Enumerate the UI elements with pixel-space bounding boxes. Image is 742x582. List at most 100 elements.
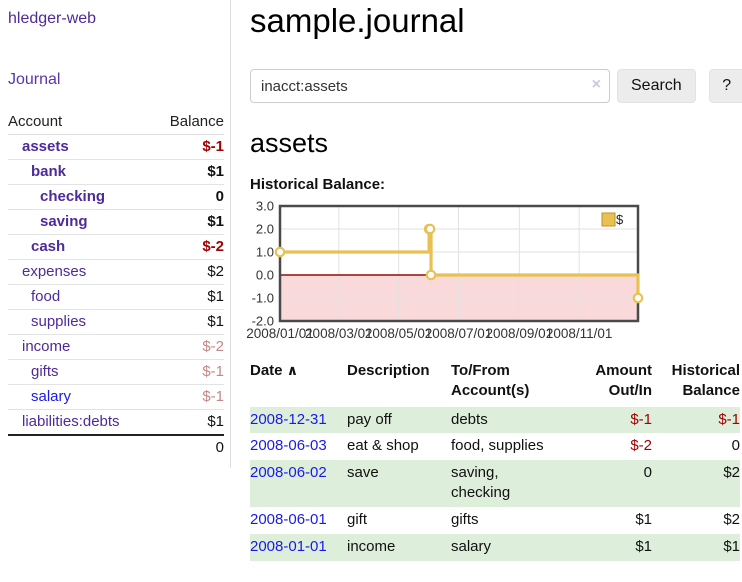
transaction-balance: 0 [731, 437, 740, 455]
transaction-balance: $2 [723, 464, 740, 482]
transaction-description: gift [347, 511, 368, 529]
transaction-amount: $1 [635, 538, 652, 556]
account-row: supplies $1 [8, 309, 224, 335]
register-col-date[interactable]: Date ∧ [250, 362, 299, 379]
account-balance: $-1 [153, 359, 224, 385]
transaction-amount: $1 [635, 511, 652, 529]
account-balance: $1 [153, 159, 224, 185]
transaction-description: income [347, 538, 396, 556]
app: hledger-web Journal Account Balance asse… [8, 0, 742, 562]
account-balance: $1 [153, 409, 224, 436]
search-box: × [250, 69, 610, 103]
accounts-total-value: 0 [153, 434, 224, 460]
account-balance: $2 [153, 259, 224, 285]
transaction-date-link[interactable]: 2008-06-02 [250, 464, 327, 482]
register-col-balance: Historical Balance [671, 362, 740, 400]
account-balance: 0 [153, 184, 224, 210]
account-link[interactable]: expenses [22, 263, 87, 280]
register-row[interactable]: 2008-01-01 income salary $1 $1 [250, 534, 740, 562]
transaction-balance: $2 [723, 511, 740, 529]
account-row: assets $-1 [8, 134, 224, 160]
search-help-button[interactable]: ? [708, 69, 742, 103]
svg-text:-2.0: -2.0 [252, 314, 274, 329]
account-row: gifts $-1 [8, 359, 224, 385]
search-form: × Search ? [250, 69, 742, 103]
transaction-description: eat & shop [347, 437, 419, 455]
account-row: liabilities:debts $1 [8, 409, 224, 436]
accounts-header-row: Account Balance [8, 111, 224, 135]
transaction-accounts: saving, checking [451, 464, 511, 502]
transaction-date-link[interactable]: 2008-12-31 [250, 410, 327, 428]
register-header-row: Date ∧ Description To/From Account(s) Am… [250, 361, 740, 407]
transaction-balance: $1 [723, 538, 740, 556]
svg-text:2008/11/01: 2008/11/01 [546, 326, 613, 341]
svg-text:1.0: 1.0 [256, 245, 274, 260]
transaction-description: pay off [347, 410, 392, 428]
svg-text:2008/03/01: 2008/03/01 [305, 326, 373, 341]
account-balance: $-1 [153, 384, 224, 410]
register-rows: 2008-12-31 pay off debts $-1 $-1 2008-06-03 ea… [250, 406, 740, 562]
accounts-table: Account Balance assets $-1 bank $1 checking 0… [8, 111, 224, 460]
account-balance: $-1 [153, 134, 224, 160]
register-row[interactable]: 2008-06-01 gift gifts $1 $2 [250, 507, 740, 534]
svg-text:2008/09/01: 2008/09/01 [486, 326, 554, 341]
transaction-accounts: debts [451, 410, 488, 428]
account-row: bank $1 [8, 159, 224, 185]
transaction-date-link[interactable]: 2008-06-01 [250, 511, 327, 529]
sort-ascending-icon: ∧ [286, 362, 299, 378]
account-row: saving $1 [8, 209, 224, 235]
account-balance: $1 [153, 209, 224, 235]
account-row: expenses $2 [8, 259, 224, 285]
account-link[interactable]: liabilities:debts [22, 413, 120, 430]
svg-text:3.0: 3.0 [256, 199, 274, 214]
svg-text:2008/01/01: 2008/01/01 [246, 326, 314, 341]
clear-search-icon[interactable]: × [591, 76, 601, 93]
accounts-rows: assets $-1 bank $1 checking 0 saving $1 cash $-2 e… [8, 134, 224, 436]
account-link[interactable]: saving [40, 213, 88, 230]
transaction-accounts: salary [451, 538, 492, 556]
account-link[interactable]: food [31, 288, 61, 305]
page-title: sample.journal [250, 2, 465, 39]
account-link[interactable]: supplies [31, 313, 87, 330]
transaction-amount: $-2 [630, 437, 652, 455]
transaction-amount: 0 [643, 464, 652, 482]
accounts-col-account: Account [8, 111, 154, 135]
account-row: salary $-1 [8, 384, 224, 410]
accounts-col-balance: Balance [153, 111, 224, 135]
transaction-accounts: food, supplies [451, 437, 544, 455]
svg-text:$: $ [616, 212, 624, 227]
sidebar-item-journal[interactable]: Journal [8, 71, 61, 88]
register-col-amount: Amount Out/In [595, 362, 652, 400]
register-col-description: Description [347, 362, 430, 379]
search-button[interactable]: Search [617, 69, 696, 103]
account-row: food $1 [8, 284, 224, 310]
account-link[interactable]: gifts [31, 363, 59, 380]
accounts-total-row: 0 [8, 434, 224, 460]
transaction-accounts: gifts [451, 511, 479, 529]
account-heading: assets [250, 128, 329, 158]
historical-balance-chart-wrap: $3.0 2.0 1.0 0.0 -1.0 -2.0 2008/01/01 2008/03/0… [246, 199, 742, 342]
transaction-date-link[interactable]: 2008-06-03 [250, 437, 327, 455]
register-row[interactable]: 2008-06-02 save saving, checking 0 $2 [250, 460, 740, 508]
account-link[interactable]: cash [31, 238, 66, 255]
register-table: Date ∧ Description To/From Account(s) Am… [250, 361, 740, 562]
account-link[interactable]: checking [40, 188, 106, 205]
account-link[interactable]: assets [22, 138, 69, 155]
account-link[interactable]: bank [31, 163, 67, 180]
historical-balance-chart: $3.0 2.0 1.0 0.0 -1.0 -2.02008/01/012008/03/0… [246, 199, 644, 341]
account-link[interactable]: income [22, 338, 71, 355]
account-row: income $-2 [8, 334, 224, 360]
transaction-date-link[interactable]: 2008-01-01 [250, 538, 327, 556]
account-row: checking 0 [8, 184, 224, 210]
register-row[interactable]: 2008-12-31 pay off debts $-1 $-1 [250, 406, 740, 434]
svg-text:0.0: 0.0 [256, 268, 274, 283]
brand-link[interactable]: hledger-web [8, 10, 97, 27]
register-row[interactable]: 2008-06-03 eat & shop food, supplies $-2 0 [250, 433, 740, 460]
account-balance: $-2 [153, 334, 224, 360]
svg-text:2008/05/01: 2008/05/01 [365, 326, 433, 341]
account-link[interactable]: salary [31, 388, 72, 405]
search-input[interactable] [250, 69, 610, 103]
svg-text:-1.0: -1.0 [252, 291, 274, 306]
chart-title: Historical Balance: [250, 176, 386, 193]
register-col-accounts: To/From Account(s) [451, 362, 530, 400]
